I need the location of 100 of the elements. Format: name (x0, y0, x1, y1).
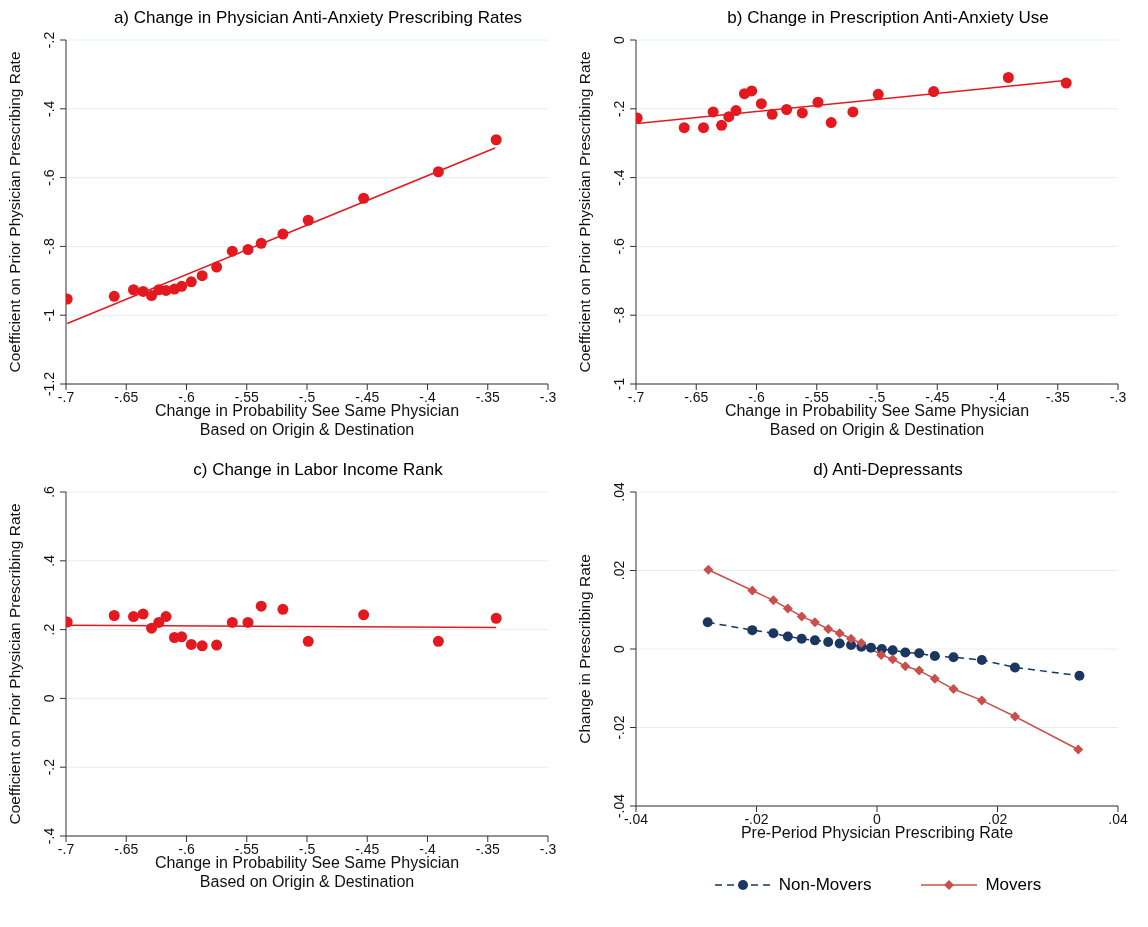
x-tick-label: -.35 (475, 388, 501, 405)
y-tick-label: -.6 (41, 169, 57, 186)
point (160, 611, 172, 623)
point (1074, 670, 1085, 681)
point (796, 107, 808, 119)
point (768, 595, 779, 606)
point (782, 631, 793, 642)
point (277, 603, 289, 615)
chart-title: a) Change in Physician Anti-Anxiety Prescribing Rates (112, 8, 524, 29)
x-axis-title: Change in Probability See Same Physician Based on Origin & Destination (154, 854, 460, 890)
legend-label: Non-Movers (778, 875, 872, 895)
point (108, 610, 120, 621)
x-tick-label: -.5 (298, 840, 316, 857)
point (847, 106, 859, 118)
point (137, 608, 149, 620)
point (108, 290, 120, 302)
y-tick-label: -.2 (41, 31, 57, 49)
x-tick-label: .02 (987, 810, 1008, 827)
point (876, 649, 887, 660)
point (1060, 77, 1072, 89)
point (809, 617, 820, 628)
y-tick-label: 0 (611, 35, 627, 44)
point (781, 103, 793, 115)
point (1009, 662, 1020, 673)
y-tick-label: -.8 (41, 238, 57, 255)
point (747, 585, 758, 596)
point (825, 117, 837, 129)
y-tick-label: -.2 (41, 758, 57, 776)
x-tick-label: -.3 (539, 840, 557, 857)
x-tick-label: -.65 (114, 840, 139, 857)
y-axis-title: Coefficient on Prior Physician Prescribing Rate (5, 51, 23, 373)
x-tick-label: -.3 (539, 388, 557, 405)
y-tick-label: -.02 (611, 715, 627, 740)
point (153, 616, 165, 628)
point (302, 635, 314, 647)
x-tick-label: -.4 (419, 388, 436, 405)
point (490, 134, 502, 146)
x-tick-label: -.65 (114, 388, 139, 405)
x-tick-label: .04 (1108, 810, 1128, 827)
point (766, 108, 778, 120)
y-tick-label: 0 (41, 694, 57, 703)
point (746, 85, 758, 97)
point (914, 648, 925, 659)
x-axis-title: Pre-Period Physician Prescribing Rate (740, 824, 1014, 841)
point (226, 245, 238, 257)
y-tick-label: -.6 (611, 238, 627, 255)
point (127, 284, 139, 296)
point (782, 603, 793, 614)
point (796, 611, 807, 622)
point (490, 612, 502, 624)
x-tick-label: -.7 (57, 840, 75, 857)
point (277, 228, 289, 240)
point (185, 276, 197, 288)
y-axis-title: Coefficient on Prior Physician Prescribing Rate (575, 51, 593, 373)
point (872, 88, 884, 100)
x-tick-label: -.5 (298, 388, 316, 405)
point (796, 633, 807, 644)
point (914, 665, 925, 676)
point (929, 651, 940, 662)
x-tick-label: -.6 (178, 840, 195, 857)
point (928, 86, 940, 98)
y-tick-label: -.4 (41, 827, 57, 845)
point (865, 642, 876, 653)
point (723, 111, 735, 123)
point (211, 639, 223, 651)
point (823, 623, 834, 634)
point (703, 564, 714, 575)
y-tick-label: .4 (41, 554, 57, 567)
y-tick-label: -.2 (611, 100, 627, 117)
x-tick-label: -.35 (1045, 388, 1071, 405)
legend-label: Movers (985, 875, 1042, 895)
x-tick-label: -.55 (234, 840, 260, 857)
x-axis-title: Change in Probability See Same Physician Based on Origin & Destination (154, 402, 460, 438)
point (255, 237, 267, 249)
point (242, 244, 254, 255)
point (176, 631, 188, 643)
point (812, 96, 824, 108)
y-tick-label: -.4 (611, 169, 627, 186)
point (834, 628, 845, 639)
point (976, 695, 987, 706)
x-tick-label: -.55 (234, 388, 260, 405)
y-tick-label: -1.2 (41, 371, 57, 397)
point (768, 628, 779, 639)
point (678, 122, 690, 134)
point (196, 640, 208, 652)
y-axis-title: Change in Prescribing Rate (575, 554, 593, 744)
point (900, 647, 911, 658)
point (146, 290, 158, 302)
x-tick-label: -.02 (744, 810, 769, 827)
point (900, 661, 911, 672)
point (127, 611, 139, 623)
x-tick-label: -.4 (989, 388, 1006, 405)
x-axis-title: Change in Probability See Same Physician Based on Origin & Destination (724, 402, 1030, 438)
point (887, 645, 898, 656)
x-tick-label: 0 (873, 810, 882, 827)
x-tick-label: -.04 (623, 810, 649, 827)
y-tick-label: .04 (611, 482, 627, 502)
point (176, 280, 188, 292)
x-tick-label: -.6 (748, 388, 765, 405)
point (730, 105, 742, 117)
